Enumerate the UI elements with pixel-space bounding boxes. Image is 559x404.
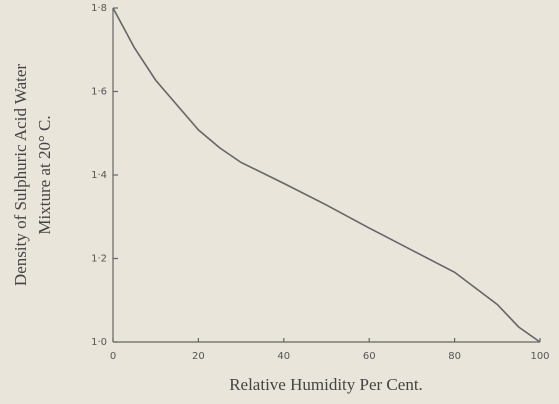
x-tick-label: 60: [363, 351, 376, 362]
x-axis-label: Relative Humidity Per Cent.: [229, 375, 423, 394]
y-axis-label: Density of Sulphuric Acid Water: [11, 64, 30, 286]
y-tick-label: 1·8: [91, 3, 107, 14]
x-tick-label: 80: [448, 351, 461, 362]
x-tick-label: 20: [192, 351, 205, 362]
x-tick-label: 0: [110, 351, 116, 362]
y-tick-label: 1·4: [91, 170, 107, 181]
y-tick-label: 1·2: [91, 254, 107, 265]
x-tick-label: 100: [530, 351, 549, 362]
y-tick-label: 1·6: [91, 87, 107, 98]
curve: [112, 7, 541, 343]
y-tick-label: 1·0: [91, 337, 107, 348]
y-axis-label: Mixture at 20° C.: [35, 115, 54, 234]
x-tick-label: 40: [277, 351, 290, 362]
